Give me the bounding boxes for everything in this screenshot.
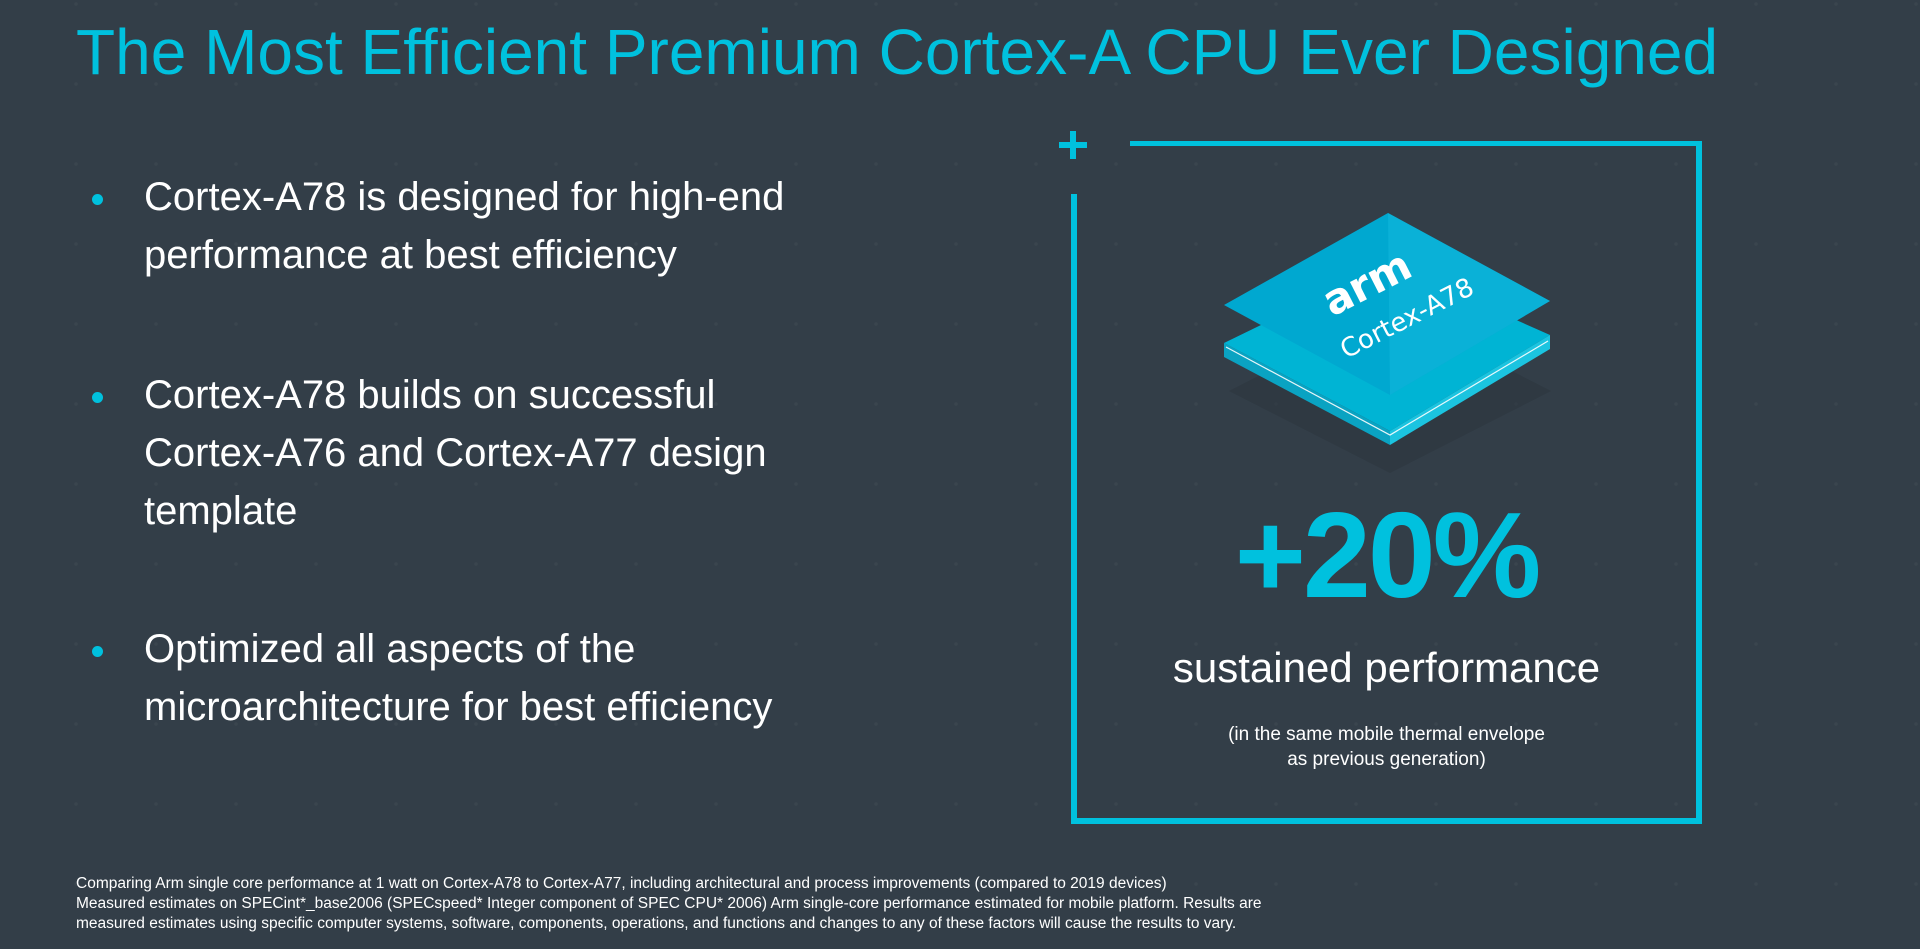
bullet-text: Optimized all aspects of the microarchit… — [144, 627, 772, 729]
bullet-line: Optimized all aspects of the — [144, 627, 636, 671]
stat-value: +20% — [1234, 487, 1541, 623]
bullet-dot-icon — [92, 194, 103, 205]
bullet-line: microarchitecture for best efficiency — [144, 685, 773, 729]
footnote-line: measured estimates using specific comput… — [76, 915, 1237, 932]
stat-label: sustained performance — [1172, 644, 1601, 691]
stat-note-line: (in the same mobile thermal envelope — [1228, 724, 1545, 745]
stat-note: (in the same mobile thermal envelope as … — [1071, 722, 1702, 772]
bullet-line: performance at best efficiency — [144, 233, 677, 277]
footnote-line: Measured estimates on SPECint*_base2006 … — [76, 895, 1262, 912]
frame-right-edge — [1696, 141, 1702, 824]
plus-icon — [1059, 131, 1087, 159]
bullet-text: Cortex-A78 builds on successful Cortex-A… — [144, 373, 767, 533]
bullet-text: Cortex-A78 is designed for high-end perf… — [144, 175, 784, 277]
bullet-line: Cortex-A76 and Cortex-A77 design — [144, 431, 767, 475]
bullet-line: Cortex-A78 is designed for high-end — [144, 175, 785, 219]
frame-left-edge — [1071, 194, 1077, 824]
bullet-dot-icon — [92, 392, 103, 403]
frame-top-edge — [1130, 141, 1702, 146]
chip-icon: arm Cortex-A78 — [1224, 213, 1551, 473]
footnote-line: Comparing Arm single core performance at… — [76, 875, 1167, 892]
bullet-item: Optimized all aspects of the microarchit… — [92, 620, 772, 736]
bullet-dot-icon — [92, 646, 103, 657]
bullet-line: Cortex-A78 builds on successful — [144, 373, 716, 417]
bullet-line: template — [144, 489, 298, 533]
bullet-item: Cortex-A78 is designed for high-end perf… — [92, 168, 784, 284]
slide-title: The Most Efficient Premium Cortex-A CPU … — [76, 16, 1719, 88]
bullet-item: Cortex-A78 builds on successful Cortex-A… — [92, 366, 767, 540]
frame-bottom-edge — [1071, 818, 1702, 824]
stat-note-line: as previous generation) — [1287, 749, 1486, 770]
footnote: Comparing Arm single core performance at… — [76, 874, 1636, 934]
